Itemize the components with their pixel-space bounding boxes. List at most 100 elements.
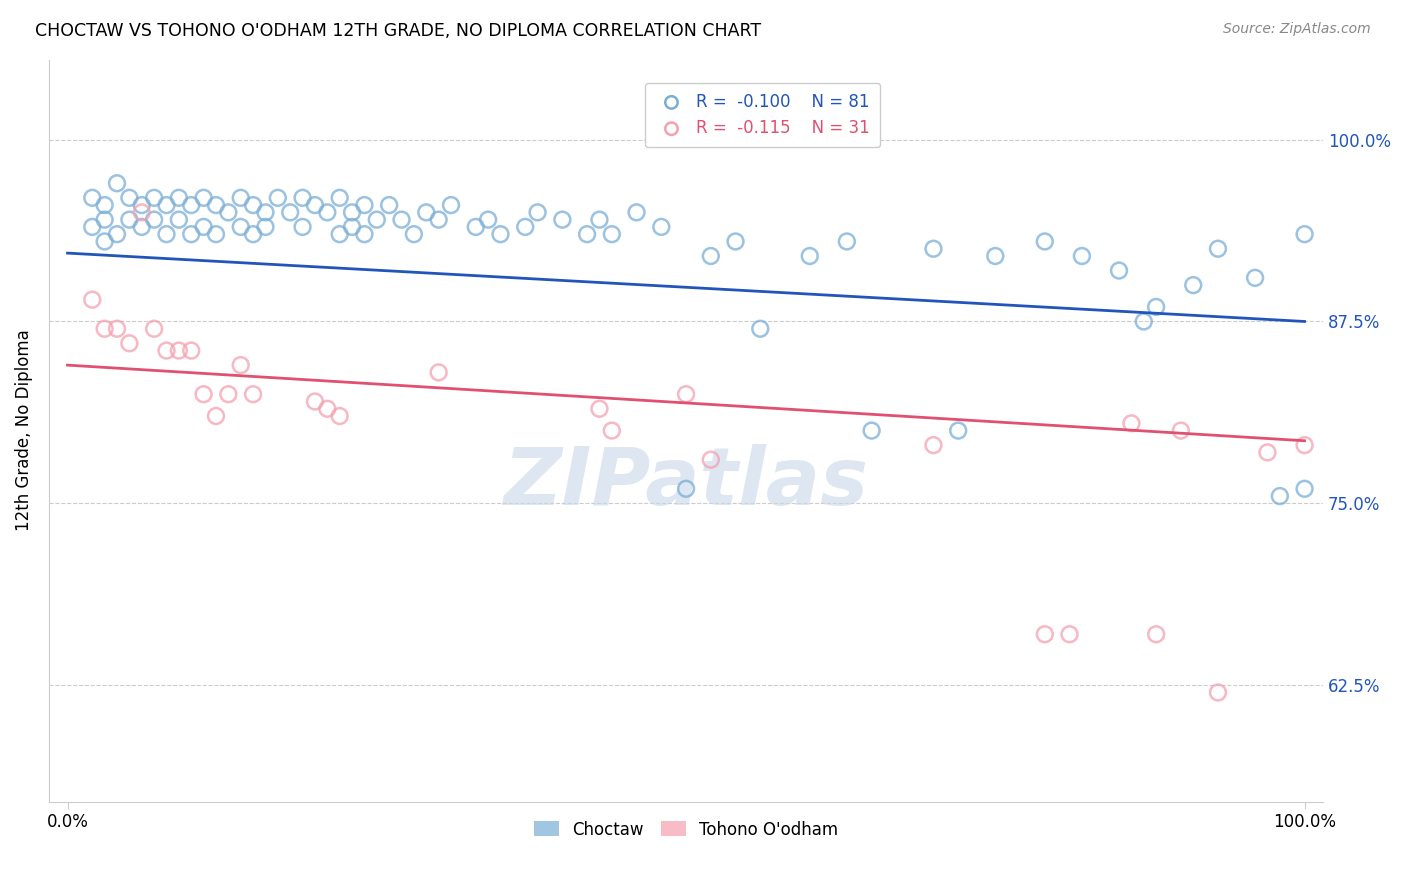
Point [205, 198, 228, 212]
Point [1059, 627, 1081, 641]
Point [229, 191, 252, 205]
Point [267, 191, 290, 205]
Point [626, 205, 648, 219]
Point [489, 227, 512, 242]
Point [402, 227, 425, 242]
Point [1144, 300, 1167, 314]
Point [167, 212, 190, 227]
Point [700, 452, 723, 467]
Point [1294, 438, 1316, 452]
Point [588, 401, 610, 416]
Point [948, 424, 970, 438]
Point [82, 293, 104, 307]
Point [1144, 627, 1167, 641]
Point [105, 176, 128, 190]
Point [143, 191, 166, 205]
Point [576, 227, 599, 242]
Point [304, 198, 326, 212]
Point [118, 191, 141, 205]
Point [675, 387, 697, 401]
Point [242, 198, 264, 212]
Point [82, 219, 104, 234]
Point [193, 191, 215, 205]
Point [304, 394, 326, 409]
Point [229, 219, 252, 234]
Point [1033, 235, 1056, 249]
Point [366, 212, 388, 227]
Point [477, 212, 499, 227]
Point [131, 219, 153, 234]
Point [105, 322, 128, 336]
Point [353, 227, 375, 242]
Point [316, 401, 339, 416]
Point [167, 191, 190, 205]
Point [1108, 263, 1130, 277]
Point [254, 219, 277, 234]
Point [155, 343, 177, 358]
Point [922, 438, 945, 452]
Point [378, 198, 401, 212]
Point [193, 219, 215, 234]
Point [860, 424, 883, 438]
Point [242, 227, 264, 242]
Point [291, 219, 314, 234]
Legend: Choctaw, Tohono O'odham: Choctaw, Tohono O'odham [527, 814, 845, 846]
Point [1294, 227, 1316, 242]
Point [180, 227, 202, 242]
Point [415, 205, 437, 219]
Point [427, 365, 450, 379]
Point [205, 409, 228, 423]
Point [1033, 627, 1056, 641]
Point [93, 322, 115, 336]
Point [427, 212, 450, 227]
Text: ZIPatlas: ZIPatlas [503, 443, 869, 522]
Y-axis label: 12th Grade, No Diploma: 12th Grade, No Diploma [15, 330, 32, 532]
Point [1268, 489, 1291, 503]
Point [291, 191, 314, 205]
Point [155, 227, 177, 242]
Point [353, 198, 375, 212]
Point [835, 235, 858, 249]
Point [254, 205, 277, 219]
Point [588, 212, 610, 227]
Point [105, 227, 128, 242]
Point [650, 219, 672, 234]
Point [1244, 270, 1267, 285]
Point [675, 482, 697, 496]
Point [131, 205, 153, 219]
Point [799, 249, 821, 263]
Point [93, 198, 115, 212]
Point [205, 227, 228, 242]
Point [515, 219, 537, 234]
Point [600, 227, 623, 242]
Point [1256, 445, 1278, 459]
Point [984, 249, 1007, 263]
Point [167, 343, 190, 358]
Point [93, 235, 115, 249]
Point [1132, 314, 1154, 328]
Point [180, 343, 202, 358]
Point [316, 205, 339, 219]
Point [1206, 242, 1229, 256]
Point [242, 387, 264, 401]
Point [922, 242, 945, 256]
Point [440, 198, 463, 212]
Point [724, 235, 747, 249]
Point [340, 205, 363, 219]
Point [749, 322, 772, 336]
Point [217, 205, 239, 219]
Point [131, 198, 153, 212]
Point [180, 198, 202, 212]
Point [551, 212, 574, 227]
Point [329, 409, 352, 423]
Point [217, 387, 239, 401]
Point [1294, 482, 1316, 496]
Point [526, 205, 548, 219]
Text: Source: ZipAtlas.com: Source: ZipAtlas.com [1223, 22, 1371, 37]
Point [464, 219, 486, 234]
Point [600, 424, 623, 438]
Point [1206, 685, 1229, 699]
Point [143, 212, 166, 227]
Point [143, 322, 166, 336]
Point [340, 219, 363, 234]
